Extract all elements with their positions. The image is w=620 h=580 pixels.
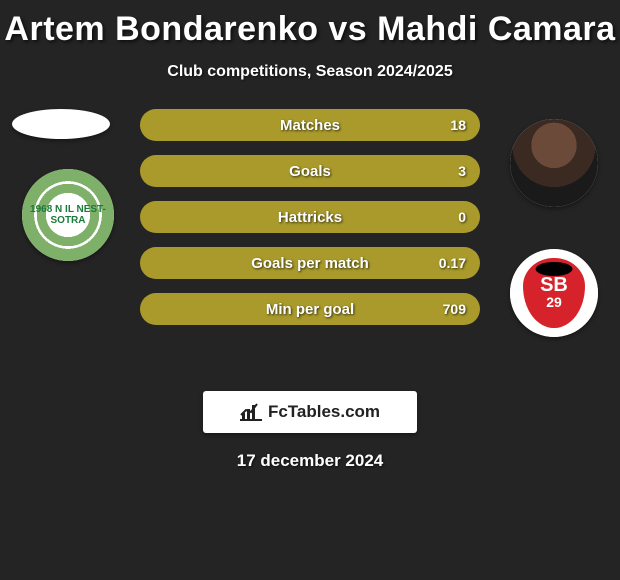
stat-row: Matches 18 — [140, 109, 480, 141]
stat-label: Matches — [280, 117, 340, 134]
stat-value-right: 0 — [458, 209, 466, 225]
player2-club-sb: SB — [540, 276, 568, 294]
stat-row: Hattricks 0 — [140, 201, 480, 233]
player2-club-logo: SB 29 — [510, 249, 598, 337]
page-title: Artem Bondarenko vs Mahdi Camara — [0, 0, 620, 49]
player1-club-logo: 1968 N IL NEST-SOTRA — [22, 169, 114, 261]
stat-value-right: 18 — [450, 117, 466, 133]
stat-label: Goals — [289, 163, 331, 180]
stat-label: Goals per match — [251, 255, 369, 272]
player2-club-29: 29 — [546, 294, 562, 310]
stat-value-right: 0.17 — [439, 255, 466, 271]
stat-label: Hattricks — [278, 209, 342, 226]
branding-badge[interactable]: FcTables.com — [203, 391, 417, 433]
stat-row: Min per goal 709 — [140, 293, 480, 325]
stat-row: Goals 3 — [140, 155, 480, 187]
date-text: 17 december 2024 — [0, 451, 620, 471]
stat-bars: Matches 18 Goals 3 Hattricks 0 Goals per match… — [140, 109, 480, 339]
branding-text: FcTables.com — [268, 402, 380, 422]
comparison-panel: 1968 N IL NEST-SOTRA SB 29 Matches 18 Goal… — [0, 109, 620, 369]
stat-label: Min per goal — [266, 301, 354, 318]
chart-icon — [240, 403, 262, 421]
player1-avatar — [12, 109, 110, 139]
stat-value-right: 3 — [458, 163, 466, 179]
player1-club-text: 1968 N IL NEST-SOTRA — [22, 204, 114, 226]
stat-row: Goals per match 0.17 — [140, 247, 480, 279]
stat-value-right: 709 — [443, 301, 466, 317]
subtitle: Club competitions, Season 2024/2025 — [0, 63, 620, 81]
player2-avatar — [510, 119, 598, 207]
